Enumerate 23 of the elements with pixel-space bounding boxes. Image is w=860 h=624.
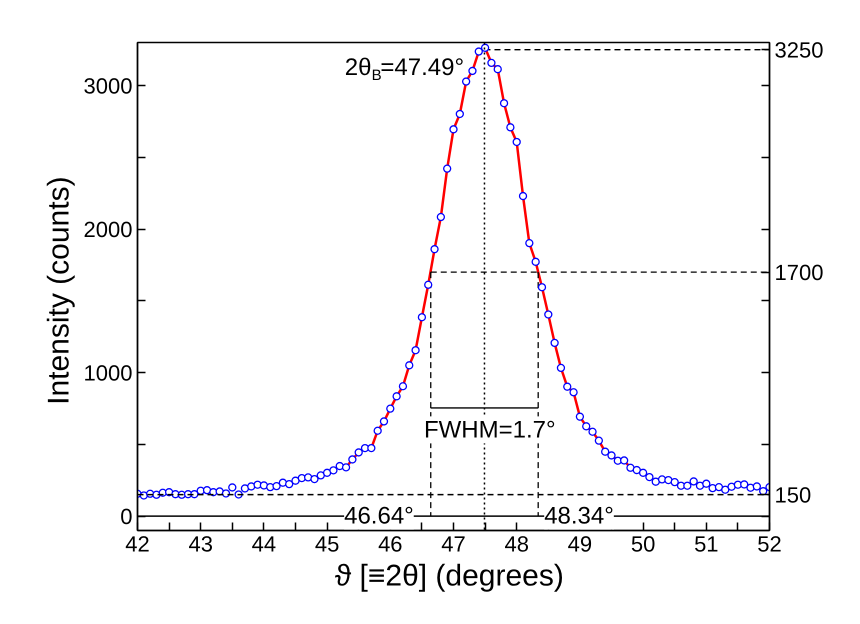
x-tick-label: 46 [378, 532, 403, 556]
y-axis-title: Intensity (counts) [42, 176, 76, 405]
annotation: 48.34° [544, 502, 614, 530]
x-tick-label: 45 [314, 532, 340, 556]
y-tick-label: 1000 [84, 360, 133, 386]
annotation: 46.64° [344, 502, 414, 530]
x-tick-label: 48 [504, 532, 529, 556]
x-axis-title: ϑ [≡2θ] (degrees) [334, 560, 564, 592]
y-tick-label: 2000 [84, 217, 133, 242]
x-tick-label: 43 [188, 532, 213, 556]
y2-tick-label: 3250 [774, 38, 824, 63]
y-tick-label: 0 [120, 504, 133, 530]
x-tick-label: 52 [757, 532, 782, 556]
x-tick-label: 42 [125, 532, 150, 556]
y2-tick-label: 1700 [774, 260, 824, 286]
x-tick-label: 47 [441, 532, 466, 556]
y-tick-label: 3000 [84, 74, 133, 99]
annotation: FWHM=1.7° [424, 416, 556, 444]
x-tick-label: 44 [252, 532, 276, 556]
x-tick-label: 49 [568, 532, 592, 556]
y2-tick-label: 150 [774, 482, 812, 508]
x-tick-label: 51 [694, 532, 719, 556]
x-tick-label: 50 [630, 532, 656, 556]
